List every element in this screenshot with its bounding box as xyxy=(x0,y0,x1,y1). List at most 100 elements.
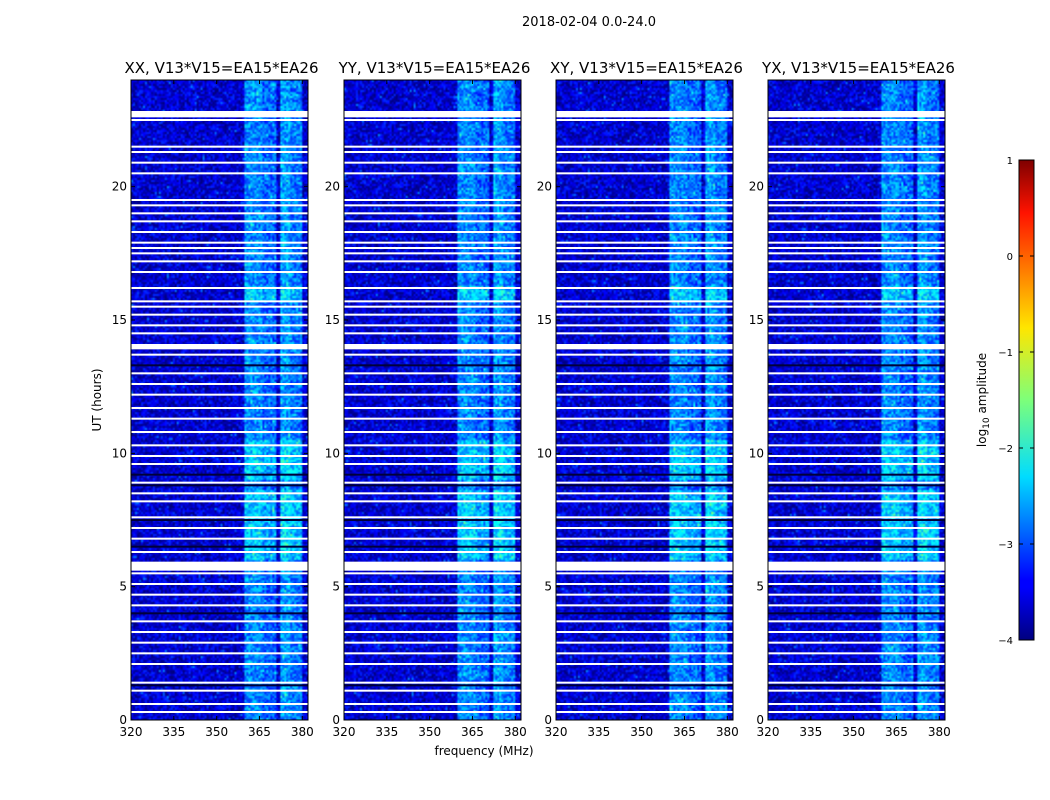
blank-row xyxy=(768,593,945,596)
blank-row xyxy=(131,119,308,121)
colorbar-tick-label: −1 xyxy=(998,348,1013,359)
flagged-row xyxy=(131,484,308,487)
flagged-row xyxy=(131,612,308,615)
blank-row xyxy=(556,500,733,503)
y-tick-label: 10 xyxy=(749,446,764,460)
x-axis-label: frequency (MHz) xyxy=(434,744,533,758)
flagged-row xyxy=(344,545,521,548)
panel-title: YX, V13*V15=EA15*EA26 xyxy=(761,59,955,77)
blank-row xyxy=(768,516,945,519)
blank-row xyxy=(131,455,308,457)
blank-row xyxy=(556,463,733,465)
blank-row xyxy=(768,151,945,153)
blank-row xyxy=(131,305,308,308)
x-tick-label: 350 xyxy=(205,725,228,739)
blank-row xyxy=(131,604,308,607)
x-tick-label: 335 xyxy=(799,725,822,739)
blank-row xyxy=(344,372,521,375)
colorbar-tick-label: −4 xyxy=(998,636,1013,647)
blank-row xyxy=(131,353,308,356)
blank-row xyxy=(344,407,521,409)
blank-row xyxy=(131,252,308,255)
panel-frame xyxy=(767,79,946,721)
blank-row xyxy=(768,663,945,665)
blank-row xyxy=(768,231,945,233)
x-tick-label: 380 xyxy=(504,725,527,739)
blank-row xyxy=(556,431,733,433)
flagged-row xyxy=(344,364,521,367)
blank-row xyxy=(344,271,521,273)
blank-row xyxy=(344,703,521,705)
blank-row xyxy=(131,407,308,409)
flagged-row xyxy=(344,484,521,487)
blank-row xyxy=(344,572,521,575)
blank-row xyxy=(556,220,733,223)
heatmap-image xyxy=(344,80,521,720)
blank-row xyxy=(344,151,521,153)
blank-row xyxy=(344,161,521,164)
blank-row xyxy=(768,681,945,684)
blank-row xyxy=(556,604,733,607)
y-tick-label: 5 xyxy=(119,580,127,594)
blank-gap xyxy=(344,562,521,571)
y-tick-label: 20 xyxy=(325,180,340,194)
blank-row xyxy=(131,583,308,585)
blank-row xyxy=(131,161,308,164)
blank-row xyxy=(344,287,521,289)
blank-row xyxy=(768,161,945,164)
blank-row xyxy=(344,247,521,249)
blank-row xyxy=(344,500,521,503)
flagged-row xyxy=(768,473,945,476)
blank-row xyxy=(768,300,945,303)
blank-row xyxy=(556,383,733,385)
blank-row xyxy=(768,212,945,215)
blank-row xyxy=(131,241,308,244)
x-tick-label: 320 xyxy=(120,725,143,739)
blank-row xyxy=(344,551,521,553)
heatmap-image xyxy=(768,80,945,720)
x-tick-label: 350 xyxy=(630,725,653,739)
blank-row xyxy=(768,383,945,385)
blank-row xyxy=(131,199,308,201)
flagged-row xyxy=(768,684,945,687)
blank-row xyxy=(768,247,945,249)
blank-row xyxy=(344,172,521,175)
blank-row xyxy=(131,527,308,529)
blank-row xyxy=(344,231,521,233)
flagged-row xyxy=(768,612,945,615)
blank-row xyxy=(556,572,733,575)
blank-row xyxy=(768,652,945,655)
x-tick-label: 380 xyxy=(716,725,739,739)
panel-xx: XX, V13*V15=EA15*EA26 320 335 350 365 380 0 5 10… xyxy=(112,59,319,739)
blank-row xyxy=(556,260,733,263)
blank-row xyxy=(556,204,733,207)
blank-row xyxy=(344,393,521,396)
blank-row xyxy=(556,663,733,665)
y-tick-label: 0 xyxy=(119,713,127,727)
flagged-row xyxy=(131,364,308,367)
blank-row xyxy=(768,631,945,633)
blank-gap xyxy=(344,344,521,350)
panels: XX, V13*V15=EA15*EA26 320 335 350 365 380 0 5 10… xyxy=(112,59,955,739)
blank-row xyxy=(556,300,733,303)
blank-gap xyxy=(556,344,733,350)
flagged-row xyxy=(131,545,308,548)
blank-row xyxy=(556,516,733,519)
blank-row xyxy=(556,247,733,249)
blank-row xyxy=(131,516,308,519)
blank-row xyxy=(131,620,308,623)
blank-row xyxy=(768,431,945,433)
blank-row xyxy=(344,313,521,316)
colorbar: 1 0 −1 −2 −3 −4 log10 amplitude xyxy=(975,156,1035,647)
blank-row xyxy=(768,119,945,121)
blank-row xyxy=(556,145,733,148)
blank-row xyxy=(131,151,308,153)
blank-row xyxy=(768,313,945,316)
x-tick-label: 335 xyxy=(375,725,398,739)
blank-row xyxy=(131,372,308,375)
panel-title: XX, V13*V15=EA15*EA26 xyxy=(124,59,318,77)
blank-row xyxy=(131,551,308,553)
heatmap-image xyxy=(556,80,733,720)
blank-row xyxy=(556,641,733,644)
